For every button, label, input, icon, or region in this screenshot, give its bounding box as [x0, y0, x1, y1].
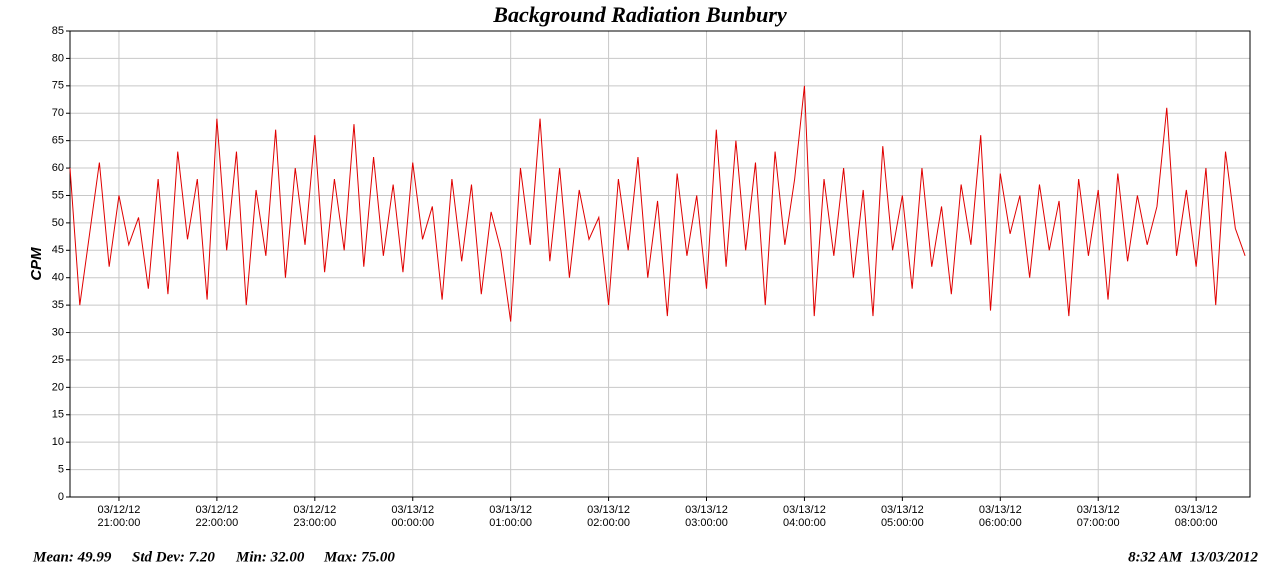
- data-line: [69, 85, 1246, 322]
- x-tick-label: 03/12/12 21:00:00: [98, 504, 141, 529]
- stat: Std Dev: 7.20: [132, 549, 215, 565]
- x-tick-label: 03/13/12 07:00:00: [1077, 504, 1120, 529]
- y-tick-label: 20: [52, 381, 64, 393]
- y-tick-label: 10: [52, 436, 64, 448]
- y-tick-label: 65: [52, 135, 64, 147]
- y-tick-label: 5: [58, 463, 64, 475]
- y-tick-label: 75: [52, 80, 64, 92]
- x-tick-label: 03/13/12 01:00:00: [489, 504, 532, 529]
- y-tick-label: 15: [52, 409, 64, 421]
- x-tick-label: 03/13/12 02:00:00: [587, 504, 630, 529]
- y-tick-label: 35: [52, 299, 64, 311]
- y-tick-label: 55: [52, 189, 64, 201]
- stat: Mean: 49.99: [32, 549, 112, 565]
- y-tick-label: 60: [52, 162, 64, 174]
- x-tick-label: 03/13/12 05:00:00: [881, 504, 924, 529]
- plot-frame: [69, 30, 1251, 498]
- y-tick-label: 30: [52, 326, 64, 338]
- stat: Min: 32.00: [235, 549, 305, 565]
- x-tick-label: 03/13/12 03:00:00: [685, 504, 728, 529]
- x-tick-label: 03/12/12 23:00:00: [293, 504, 336, 529]
- y-tick-label: 80: [52, 52, 64, 64]
- y-tick-label: 25: [52, 354, 64, 366]
- y-tick-label: 70: [52, 107, 64, 119]
- timestamp: 8:32 AM 13/03/2012: [1128, 549, 1258, 565]
- x-tick-label: 03/13/12 04:00:00: [783, 504, 826, 529]
- y-tick-label: 45: [52, 244, 64, 256]
- x-tick-label: 03/13/12 06:00:00: [979, 504, 1022, 529]
- stat: Max: 75.00: [323, 549, 395, 565]
- y-tick-label: 85: [52, 25, 64, 37]
- y-tick-label: 50: [52, 217, 64, 229]
- x-tick-label: 03/13/12 08:00:00: [1175, 504, 1218, 529]
- x-tick-label: 03/13/12 00:00:00: [391, 504, 434, 529]
- chart-title: Background Radiation Bunbury: [492, 2, 787, 27]
- x-tick-label: 03/12/12 22:00:00: [195, 504, 238, 529]
- y-axis-label: CPM: [28, 247, 45, 281]
- y-tick-label: 40: [52, 272, 64, 284]
- y-tick-label: 0: [58, 491, 64, 503]
